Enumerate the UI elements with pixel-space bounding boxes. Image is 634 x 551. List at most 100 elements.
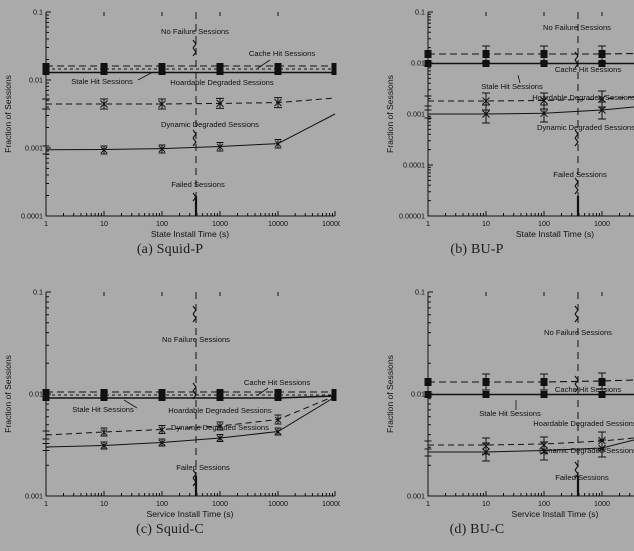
annotation-dynamic-bu-c: Dynamic Degraded Sessions [539, 446, 634, 455]
series-hoardable-degraded-squid-p [42, 97, 336, 110]
svg-text:1000: 1000 [594, 499, 610, 508]
y-tick-labels-bu-c: 0.1 0.01 0.001 [407, 288, 425, 501]
panel-caption-bu-p: (b) BU-P [450, 242, 504, 257]
markers-hit-squid-c [42, 389, 337, 401]
x-tick-labels-bu-p: 1 10 100 1000 [426, 219, 610, 228]
plot-svg-bu-p: 0.1 0.01 0.001 0.0001 0.00001 1 10 100 1… [385, 8, 634, 239]
svg-text:10000: 10000 [268, 499, 288, 508]
annotation-no-failure-squid-c: No Failure Sessions [162, 335, 230, 344]
plot-panel-squid-c: 0.1 0.01 0.001 1 10 100 1000 10000 10000… [0, 280, 340, 538]
markers-hit-bu-p [424, 50, 606, 67]
annotation-stale-hit-bu-c: Stale Hit Sessions [479, 409, 541, 418]
annotation-no-failure-squid-p: No Failure Sessions [161, 27, 229, 36]
plot-svg-squid-c: 0.1 0.01 0.001 1 10 100 1000 10000 10000… [3, 288, 340, 520]
annotation-stale-hit-bu-p: Stale Hit Sessions [481, 82, 543, 91]
annotation-dynamic-bu-p: Dynamic Degraded Sessions [537, 123, 634, 132]
svg-text:0.01: 0.01 [411, 59, 425, 68]
x-axis-label-squid-p: State Install Time (s) [151, 229, 229, 239]
svg-text:100: 100 [538, 499, 550, 508]
annotation-dynamic-squid-p: Dynamic Degraded Sessions [161, 120, 259, 129]
y-axis-label-bu-c: Fraction of Sessions [385, 355, 395, 433]
annotation-cache-hit-squid-c: Cache Hit Sessions [244, 378, 310, 387]
leader-stale-hit-squid-c [123, 399, 138, 409]
svg-text:0.01: 0.01 [29, 76, 43, 85]
annotation-hoardable-bu-c: Hoardable Degraded Sessions [533, 419, 634, 428]
y-axis-label-squid-c: Fraction of Sessions [3, 355, 13, 433]
plot-svg-bu-c: 0.1 0.01 0.001 1 10 100 1000 Service Ins… [385, 288, 634, 519]
svg-text:0.001: 0.001 [25, 144, 43, 153]
svg-text:0.0001: 0.0001 [21, 212, 43, 221]
series-dynamic-degraded-squid-c [42, 396, 336, 451]
annotation-hoardable-bu-p: Hoardable Degraded Sessions [532, 93, 634, 102]
y-tick-labels-squid-p: 0.1 0.01 0.001 0.0001 [21, 8, 43, 221]
markers-hit-squid-p [42, 63, 337, 75]
panel-caption-squid-c: (c) Squid-C [136, 522, 204, 537]
plot-panel-bu-p: 0.1 0.01 0.001 0.0001 0.00001 1 10 100 1… [320, 0, 634, 257]
svg-text:10000: 10000 [268, 219, 288, 228]
svg-text:10: 10 [482, 499, 490, 508]
x-tick-labels-squid-p: 1 10 100 1000 10000 100000 [44, 219, 340, 228]
y-axis-label-squid-p: Fraction of Sessions [3, 75, 13, 153]
svg-text:100000: 100000 [322, 219, 340, 228]
leader-stale-hit-squid-p [137, 72, 153, 81]
svg-text:0.0001: 0.0001 [403, 161, 425, 170]
leader-cache-hit-squid-p [257, 59, 271, 69]
series-dynamic-degraded-bu-p [424, 101, 634, 124]
svg-text:100000: 100000 [322, 499, 340, 508]
annotation-hoardable-squid-c: Hoardable Degraded Sessions [168, 406, 272, 415]
svg-text:100: 100 [538, 219, 550, 228]
leader-cache-hit-squid-c [257, 387, 269, 396]
series-stale-hit-squid-c [46, 394, 336, 399]
svg-text:0.1: 0.1 [415, 288, 425, 297]
annotation-failed-bu-c: Failed Sessions [555, 473, 609, 482]
axes-squid-p [45, 11, 336, 217]
annotation-cache-hit-bu-c: Cache Hit Sessions [555, 385, 621, 394]
annotation-failed-bu-p: Failed Sessions [553, 170, 607, 179]
svg-text:1: 1 [426, 219, 430, 228]
svg-text:1: 1 [426, 499, 430, 508]
series-stale-hit-squid-p [46, 68, 335, 74]
x-axis-label-squid-c: Service Install Time (s) [147, 509, 234, 519]
vertical-marker-squid-p [192, 12, 198, 216]
svg-text:0.1: 0.1 [33, 8, 43, 17]
series-dynamic-degraded-bu-c [424, 439, 634, 462]
svg-text:0.1: 0.1 [415, 8, 425, 17]
svg-text:10: 10 [100, 499, 108, 508]
svg-text:10: 10 [100, 219, 108, 228]
annotation-no-failure-bu-p: No Failure Sessions [543, 23, 611, 32]
plot-svg-squid-p: 0.1 0.01 0.001 0.0001 1 10 100 1000 1000… [3, 8, 340, 240]
y-axis-label-bu-p: Fraction of Sessions [385, 75, 395, 153]
svg-text:0.001: 0.001 [407, 110, 425, 119]
vertical-marker-bu-p [574, 12, 580, 216]
annotation-cache-hit-squid-p: Cache Hit Sessions [249, 49, 315, 58]
x-axis-label-bu-c: Service Install Time (s) [512, 509, 599, 519]
panel-caption-squid-p: (a) Squid-P [136, 242, 204, 257]
svg-text:0.001: 0.001 [407, 492, 425, 501]
x-tick-labels-squid-c: 1 10 100 1000 10000 100000 [44, 499, 340, 508]
svg-text:0.1: 0.1 [33, 288, 43, 297]
y-tick-labels-bu-p: 0.1 0.01 0.001 0.0001 0.00001 [399, 8, 425, 221]
svg-text:100: 100 [156, 499, 168, 508]
svg-text:0.01: 0.01 [411, 390, 425, 399]
annotation-cache-hit-bu-p: Cache Hit Sessions [555, 65, 621, 74]
annotation-failed-squid-p: Failed Sessions [171, 180, 225, 189]
svg-text:1: 1 [44, 499, 48, 508]
svg-text:100: 100 [156, 219, 168, 228]
svg-text:1000: 1000 [594, 219, 610, 228]
svg-text:1: 1 [44, 219, 48, 228]
panel-caption-bu-c: (d) BU-C [449, 522, 505, 537]
axes-squid-c [45, 291, 336, 497]
vertical-marker-squid-c [192, 292, 198, 496]
svg-text:1000: 1000 [212, 499, 228, 508]
x-tick-labels-bu-c: 1 10 100 1000 [426, 499, 610, 508]
annotation-stale-hit-squid-c: Stale Hit Sessions [72, 405, 134, 414]
annotation-stale-hit-squid-p: Stale Hit Sessions [71, 77, 133, 86]
series-hoardable-degraded-squid-c [42, 395, 336, 440]
plot-panel-bu-c: 0.1 0.01 0.001 1 10 100 1000 Service Ins… [320, 280, 634, 537]
svg-text:1000: 1000 [212, 219, 228, 228]
annotation-no-failure-bu-c: No Failure Sessions [544, 328, 612, 337]
svg-text:0.01: 0.01 [29, 390, 43, 399]
svg-text:10: 10 [482, 219, 490, 228]
annotation-failed-squid-c: Failed Sessions [176, 463, 230, 472]
